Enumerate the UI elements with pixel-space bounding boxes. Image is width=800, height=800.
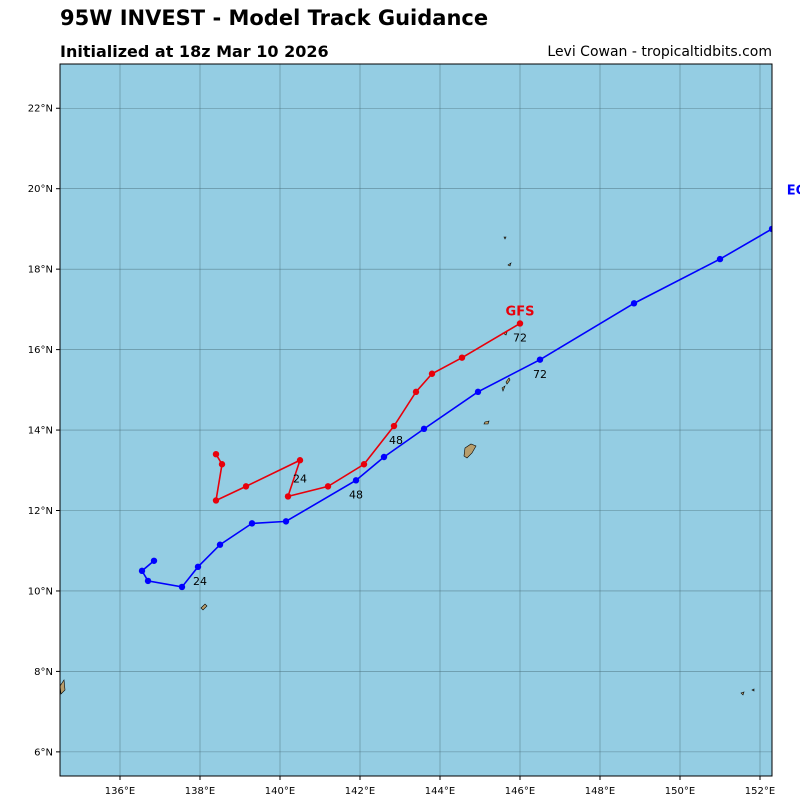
tinian-island (501, 385, 506, 392)
ecmwf-track-point (630, 300, 638, 307)
ecmwf-track-point (194, 563, 202, 571)
gfs-track-point (390, 422, 398, 430)
y-tick-label: 10°N (28, 586, 53, 597)
ecmwf-track-point (768, 225, 772, 233)
map-frame (59, 63, 773, 777)
latitude-axis: 6°N 8°N 10°N 12°N 14°N 16°N 18°N 20°N 22°N (28, 104, 60, 758)
gfs-hour-label: 24 (293, 472, 307, 485)
gfs-track-point (284, 493, 292, 500)
gfs-track-point (296, 457, 304, 464)
chuuk-islet-b (751, 688, 755, 692)
ecmwf-track-point (144, 577, 152, 585)
y-tick-label: 16°N (28, 345, 53, 356)
y-tick-label: 6°N (34, 747, 53, 758)
model-tracks (138, 225, 772, 591)
y-tick-label: 18°N (28, 265, 53, 276)
ecmwf-track-line (140, 228, 772, 588)
x-tick-label: 140°E (265, 786, 295, 797)
gfs-hour-label: 72 (513, 332, 527, 345)
gfs-track-point (458, 354, 466, 361)
model-labels: GFS EC (506, 184, 800, 320)
gfs-track-point (218, 461, 226, 468)
ecmwf-track-point (138, 567, 146, 575)
saipan-island (505, 377, 511, 385)
ecmwf-track-point (716, 255, 724, 263)
ecmwf-hour-label: 24 (193, 575, 207, 588)
ecmwf-track-point (536, 356, 544, 363)
ecmwf-hour-label: 48 (349, 488, 363, 501)
ecmwf-track-point (216, 541, 224, 548)
ecmwf-track-point (380, 453, 388, 461)
y-tick-label: 14°N (28, 426, 53, 437)
gfs-track-point (428, 370, 436, 377)
palau-island (60, 679, 66, 695)
gfs-track-point (242, 483, 250, 490)
longitude-axis: 136°E 138°E 140°E 142°E 144°E 146°E 148°E 150°E… (105, 776, 775, 797)
init-time-subtitle: Initialized at 18z Mar 10 2026 (60, 42, 329, 61)
y-tick-label: 22°N (28, 104, 53, 115)
credit-text: Levi Cowan - tropicaltidbits.com (547, 44, 772, 60)
gridlines (60, 64, 772, 776)
rota-island (483, 420, 490, 425)
y-tick-label: 20°N (28, 184, 53, 195)
y-tick-label: 12°N (28, 506, 53, 517)
ecmwf-track-point (474, 388, 482, 396)
x-tick-label: 138°E (185, 786, 215, 797)
ecmwf-hour-label: 72 (533, 368, 547, 381)
ocean-area (60, 64, 772, 776)
ecmwf-track-point (178, 583, 186, 591)
chuuk-islet-a (740, 691, 745, 696)
x-tick-label: 144°E (425, 786, 455, 797)
gfs-track-point (324, 483, 332, 490)
ecmwf-track-point (248, 520, 256, 527)
gfs-track-point (360, 461, 368, 468)
gfs-track-point (212, 497, 220, 504)
ecmwf-model-label: EC (787, 184, 800, 199)
agrihan-island (503, 236, 507, 240)
x-tick-label: 148°E (585, 786, 615, 797)
gfs-track-point (212, 450, 220, 458)
ecmwf-track-point (420, 425, 428, 433)
gfs-hour-label: 48 (389, 434, 403, 447)
pagan-island (507, 262, 512, 267)
x-tick-label: 142°E (345, 786, 375, 797)
yap-island (200, 603, 208, 611)
guam-island (463, 443, 477, 459)
land-masses (60, 236, 755, 696)
y-tick-label: 8°N (34, 667, 53, 678)
ecmwf-track-point (150, 557, 158, 564)
map-title: 95W INVEST - Model Track Guidance (60, 6, 489, 30)
gfs-track-point (412, 388, 420, 396)
x-tick-label: 150°E (665, 786, 695, 797)
x-tick-label: 136°E (105, 786, 135, 797)
x-tick-label: 146°E (505, 786, 535, 797)
forecast-hour-labels: 24 48 72 24 48 72 (193, 332, 547, 588)
ecmwf-track-point (282, 518, 290, 525)
gfs-track-point (516, 320, 524, 327)
ecmwf-track-point (352, 477, 360, 484)
x-tick-label: 152°E (745, 786, 775, 797)
gfs-model-label: GFS (506, 304, 535, 319)
